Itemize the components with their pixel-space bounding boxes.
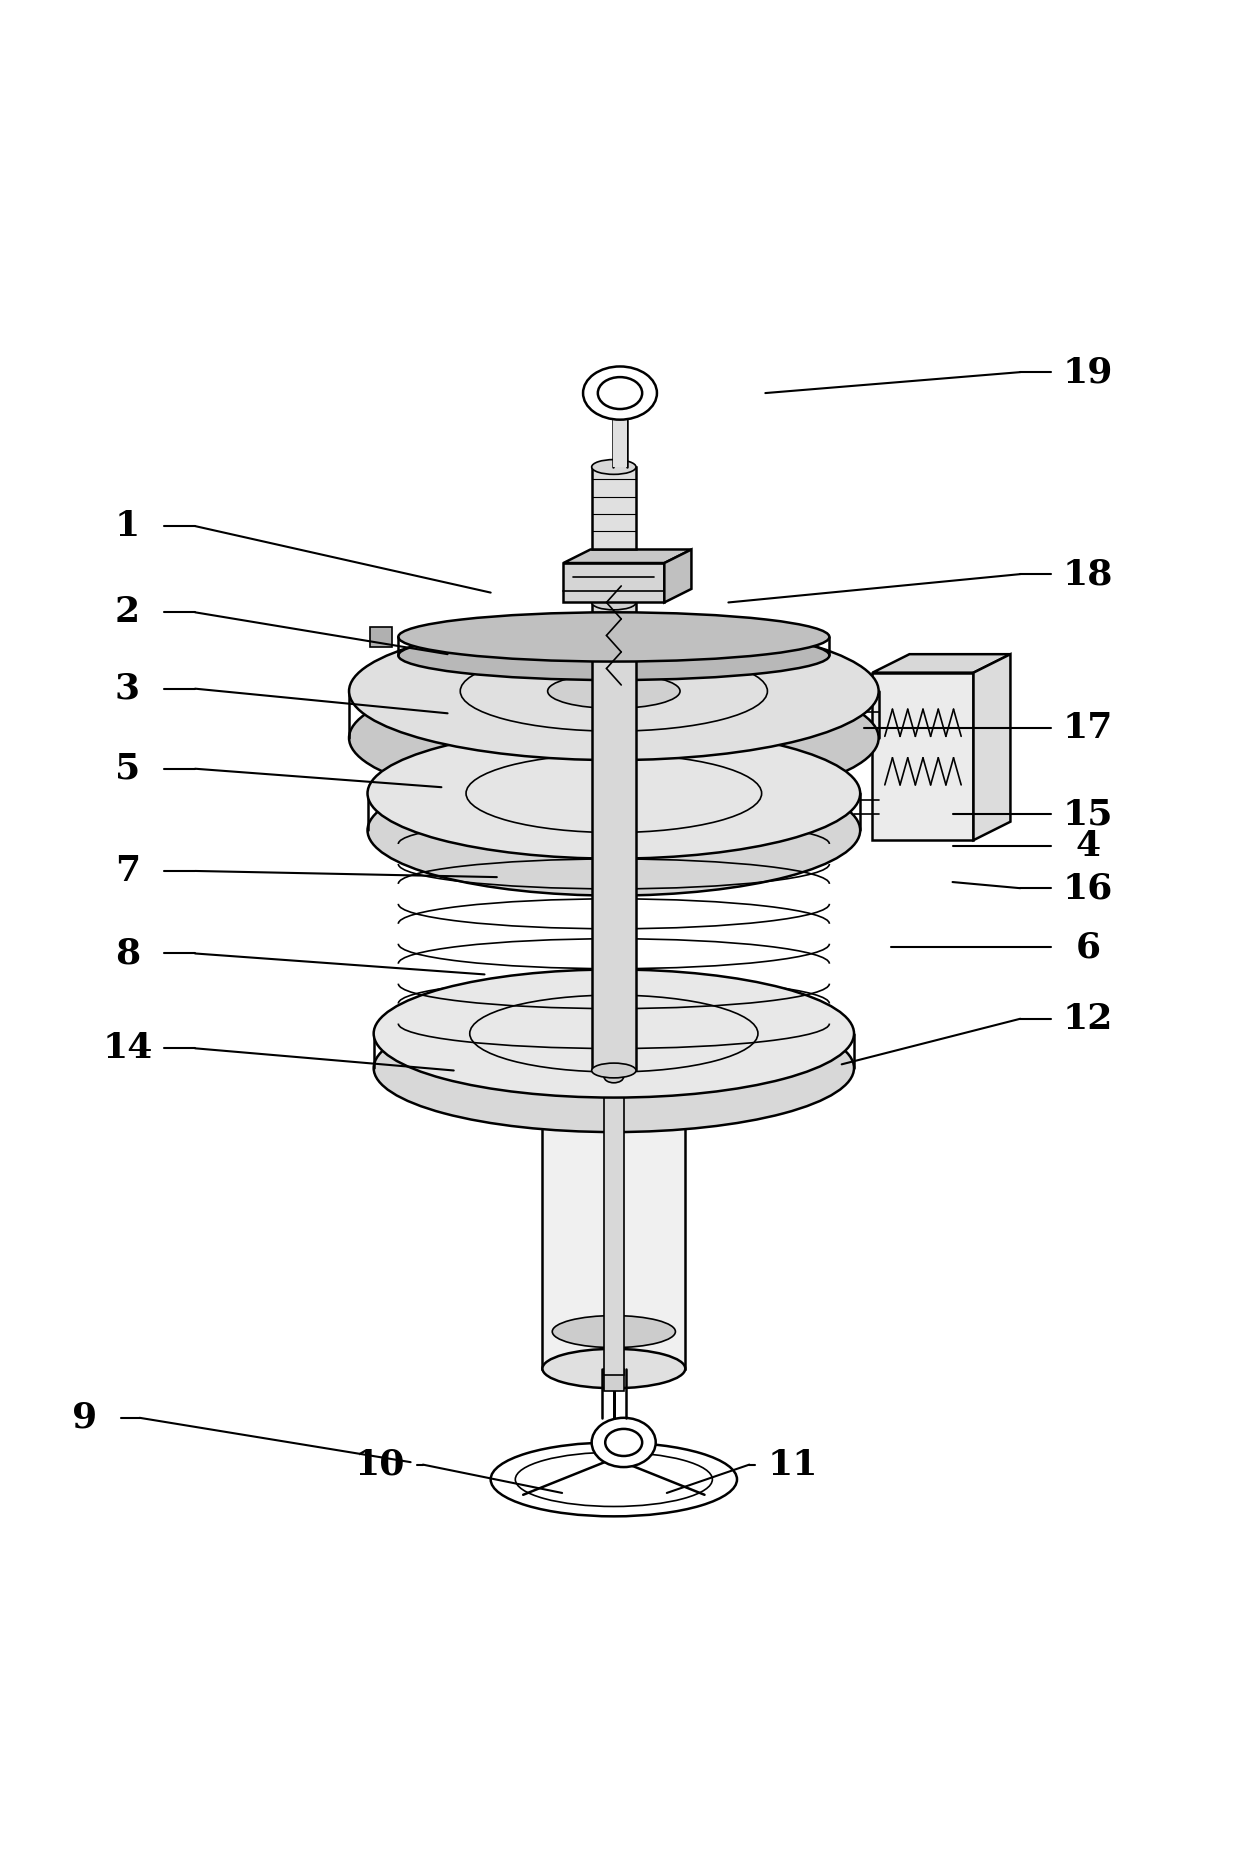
Ellipse shape	[604, 1070, 624, 1083]
Bar	[613, 419, 627, 468]
Text: 1: 1	[115, 509, 140, 542]
Polygon shape	[973, 654, 1011, 840]
Ellipse shape	[373, 1004, 854, 1131]
Ellipse shape	[598, 378, 642, 410]
Ellipse shape	[591, 595, 636, 610]
Text: 16: 16	[1063, 871, 1114, 905]
Ellipse shape	[491, 1442, 737, 1517]
Text: 7: 7	[115, 855, 140, 888]
Ellipse shape	[398, 630, 830, 681]
Bar	[563, 563, 665, 602]
Text: 4: 4	[1075, 828, 1101, 864]
Text: 15: 15	[1063, 797, 1114, 832]
Ellipse shape	[542, 1051, 686, 1090]
Text: 6: 6	[1075, 929, 1101, 965]
Bar	[591, 468, 636, 550]
Ellipse shape	[367, 727, 861, 858]
Ellipse shape	[583, 367, 657, 419]
Polygon shape	[563, 550, 692, 563]
Text: 8: 8	[115, 937, 140, 971]
Ellipse shape	[605, 1429, 642, 1457]
Text: 2: 2	[115, 595, 140, 630]
Ellipse shape	[552, 1316, 676, 1348]
Ellipse shape	[591, 460, 636, 475]
Text: 12: 12	[1063, 1002, 1114, 1036]
Text: 10: 10	[355, 1447, 405, 1481]
Polygon shape	[665, 550, 692, 602]
Ellipse shape	[591, 1417, 656, 1468]
Text: 14: 14	[102, 1032, 153, 1066]
Ellipse shape	[367, 765, 861, 896]
Ellipse shape	[348, 669, 879, 808]
Text: 17: 17	[1063, 711, 1114, 744]
Text: 5: 5	[115, 752, 140, 785]
Polygon shape	[370, 626, 392, 647]
Bar	[604, 1077, 624, 1374]
Text: 18: 18	[1063, 557, 1114, 591]
Text: 11: 11	[768, 1447, 817, 1481]
Bar	[591, 602, 636, 1070]
Ellipse shape	[398, 611, 830, 662]
Bar	[873, 673, 973, 840]
Text: 9: 9	[72, 1401, 97, 1434]
Ellipse shape	[591, 1062, 636, 1077]
Ellipse shape	[348, 623, 879, 759]
Text: 3: 3	[115, 671, 140, 705]
Ellipse shape	[542, 1348, 686, 1388]
Polygon shape	[873, 654, 1011, 673]
Ellipse shape	[516, 1453, 712, 1507]
Ellipse shape	[548, 673, 680, 709]
Bar	[604, 1369, 624, 1391]
Text: 19: 19	[1063, 355, 1114, 389]
Bar	[542, 1070, 686, 1369]
Ellipse shape	[373, 969, 854, 1098]
